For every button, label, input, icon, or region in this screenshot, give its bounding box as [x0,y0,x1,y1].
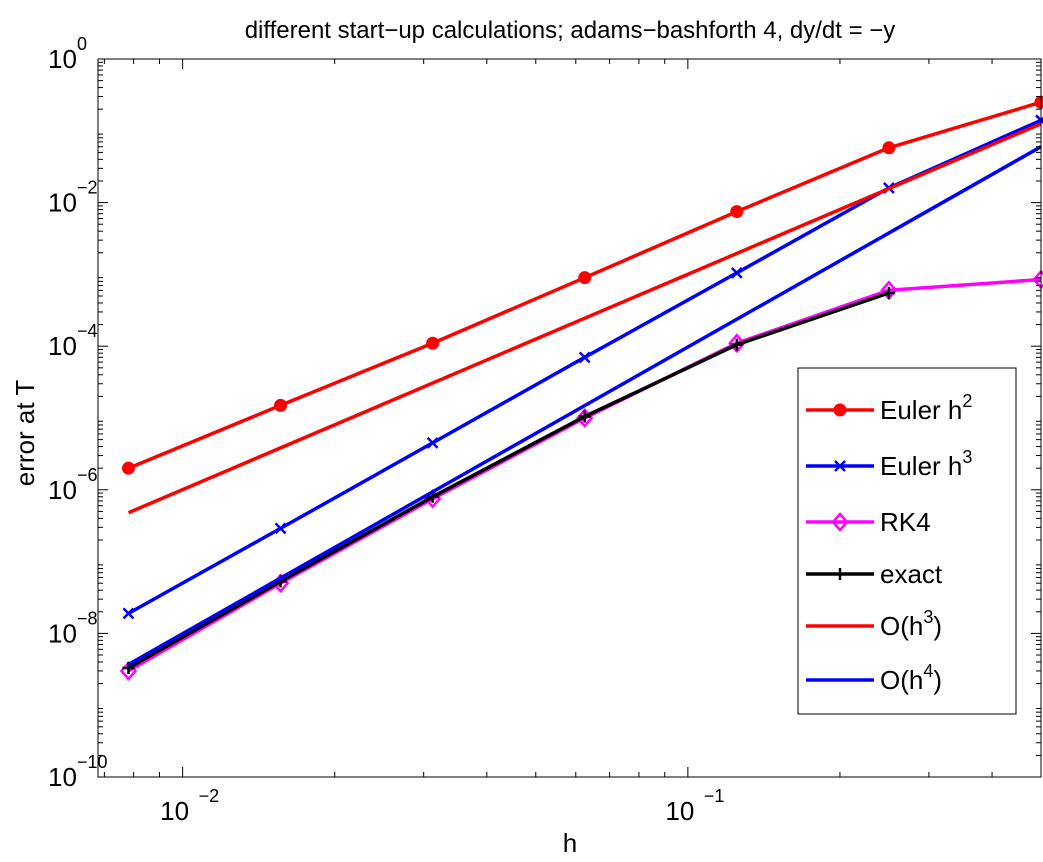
data-point-x [122,607,135,620]
data-point-dot [730,205,744,219]
data-point-dot [274,398,288,412]
series-o-h3 [127,122,1042,515]
data-point-dot [882,141,896,155]
y-tick-label-exponent: −10 [77,752,108,772]
axes: 10 −2 10 −110 010 −210 −410 −610 −810 −10 [48,34,1042,826]
x-axis-label: h [563,828,577,858]
legend-label-superscript: 3 [923,607,933,627]
data-point-plus [730,338,743,351]
y-tick-label-base: 10 [48,475,77,505]
data-point-x [834,460,846,472]
y-tick-label: 10 −4 [48,321,98,361]
legend-entry-euler-h2: Euler h2 [806,391,972,425]
x-tick-label-base: 10 [665,796,694,826]
x-tick-label-exponent: −2 [199,786,220,806]
data-point-diamond [728,333,746,354]
y-tick-label: 10 0 [48,34,87,74]
y-tick-label: 10 −2 [48,178,98,218]
y-tick-label-exponent: −6 [77,465,98,485]
y-tick-label-exponent: −2 [77,178,98,198]
legend-label-text: O(h [880,611,923,641]
axes-box [97,58,1042,778]
series-line [127,291,890,670]
legend-label-superscript: 2 [962,391,972,411]
x-tick-label-exponent: −1 [704,786,725,806]
data-point-x [274,522,287,535]
legend-label: exact [880,559,943,589]
legend-entry-rk4: RK4 [806,507,931,537]
y-tick-label-base: 10 [48,618,77,648]
data-point-dot [426,336,440,350]
legend-label-text: RK4 [880,507,931,537]
legend-label: Euler h3 [880,447,972,481]
data-point-x [730,266,743,279]
data-point-dot [121,461,135,475]
data-point-plus [578,410,591,423]
y-tick-label-exponent: −8 [77,608,98,628]
legend-label: RK4 [880,507,931,537]
data-point-plus [834,568,846,580]
x-tick-label: 10 −2 [160,786,219,826]
series-line [127,145,1042,666]
legend-label-text: Euler h [880,395,962,425]
y-tick-label: 10 −10 [48,752,108,792]
data-point-dot [833,403,847,417]
legend-entry-o-h4: O(h4) [806,661,942,695]
y-tick-label-base: 10 [48,331,77,361]
legend-label-text: exact [880,559,943,589]
legend-label: O(h4) [880,661,942,695]
legend-entry-euler-h3: Euler h3 [806,447,972,481]
y-tick-label-base: 10 [48,188,77,218]
x-tick-label-base: 10 [160,796,189,826]
legend-label-text: Euler h [880,451,962,481]
y-tick-label-exponent: 0 [77,34,87,54]
data-point-x [426,437,439,449]
legend-box [797,367,1017,715]
y-axis-label: error at T [10,380,40,487]
legend-entry-exact: exact [806,559,943,589]
legend-label-superscript: 3 [962,447,972,467]
data-point-diamond [831,512,849,532]
legend-label-suffix: ) [933,611,942,641]
legend-label-text: O(h [880,665,923,695]
legend-label-superscript: 4 [923,661,933,681]
y-tick-label-base: 10 [48,762,77,792]
chart-title: different start−up calculations; adams−b… [245,17,896,44]
y-tick-label: 10 −8 [48,608,98,648]
series-o-h4 [127,145,1042,666]
data-point-dot [1034,95,1043,109]
data-point-x [578,351,591,364]
y-tick-label: 10 −6 [48,465,98,505]
legend-label-suffix: ) [933,665,942,695]
y-tick-label-base: 10 [48,44,77,74]
data-point-plus [882,287,895,300]
data-point-dot [578,271,592,285]
series-exact [122,287,895,674]
y-tick-label-exponent: −4 [77,321,98,341]
series-line [127,122,1042,515]
legend-label: O(h3) [880,607,942,641]
x-tick-label: 10 −1 [665,786,724,826]
legend-label: Euler h2 [880,391,972,425]
legend-entry-o-h3: O(h3) [806,607,942,641]
